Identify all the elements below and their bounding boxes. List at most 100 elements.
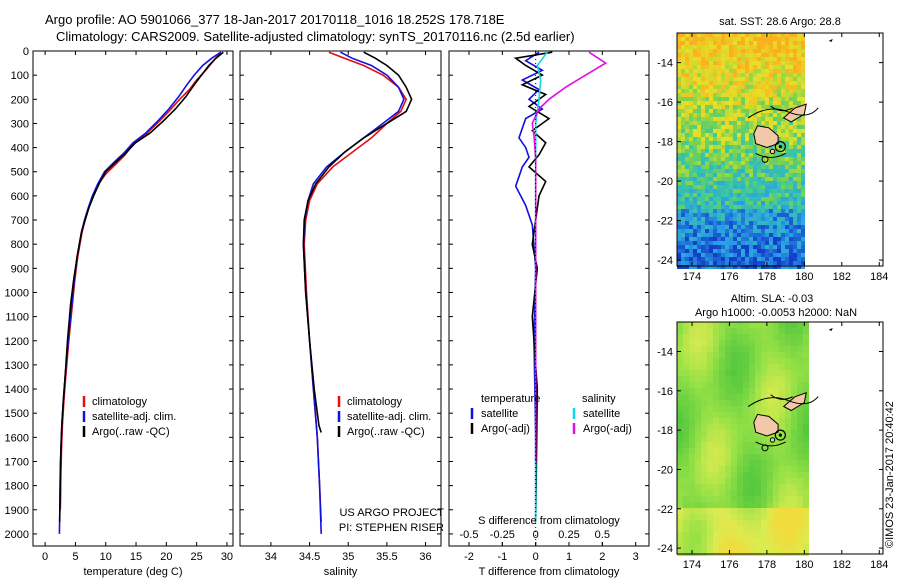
y-tick-label: 400 [11, 143, 29, 155]
y-tick-label: 1700 [5, 456, 29, 468]
x2-axis-label: S difference from climatology [478, 515, 620, 527]
map-frame [676, 32, 884, 267]
series-line-0 [514, 51, 545, 522]
x-tick-label: 182 [833, 559, 851, 571]
x-tick-label: 5 [72, 551, 78, 563]
x-tick-label: 178 [758, 559, 776, 571]
x-tick-label: 176 [720, 271, 738, 283]
legend-entry: Argo(-adj) [583, 423, 632, 435]
x-tick-label: 20 [160, 551, 172, 563]
legend-entry: climatology [347, 396, 403, 408]
sla-map-panel: Altim. SLA: -0.03 Argo h1000: -0.0053 h20… [657, 293, 888, 571]
x-tick-label: 25 [191, 551, 203, 563]
x2-tick-label: 0 [533, 529, 539, 541]
x-tick-label: 184 [870, 559, 888, 571]
legend-entry: satellite-adj. clim. [347, 411, 431, 423]
plot-frame [239, 50, 442, 547]
x-tick-label: 34 [265, 551, 277, 563]
x-tick-label: 3 [633, 551, 639, 563]
y-tick-label: 700 [11, 215, 29, 227]
x-axis-label: temperature (deg C) [83, 566, 182, 578]
profile-marker [774, 140, 786, 153]
legend-title-temperature: temperature [481, 393, 540, 405]
y-tick-label: -14 [657, 58, 673, 70]
sst-field [677, 33, 805, 269]
y-tick-label: -20 [657, 464, 673, 476]
legend-entry: Argo(-adj) [481, 423, 530, 435]
y-tick-label: 800 [11, 239, 29, 251]
x-axis-label: T difference from climatology [479, 566, 620, 578]
island-outlines [747, 327, 833, 452]
series-line-1 [302, 51, 405, 534]
y-tick-label: -20 [657, 176, 673, 188]
y-tick-label: 1900 [5, 505, 29, 517]
footer-credit: ©IMOS 23-Jan-2017 20:40:42 [884, 401, 896, 548]
y-tick-label: 0 [23, 46, 29, 58]
y-tick-label: 1400 [5, 384, 29, 396]
profile-marker-dot [778, 144, 782, 149]
legend-entry: climatology [92, 396, 148, 408]
y-tick-label: -18 [657, 425, 673, 437]
series-line-0 [59, 51, 222, 510]
map-frame [676, 321, 884, 555]
x-tick-label: 36 [419, 551, 431, 563]
y-tick-label: -24 [657, 255, 673, 267]
y-tick-label: -16 [657, 97, 673, 109]
x-tick-label: 176 [720, 559, 738, 571]
annotation-project: US ARGO PROJECT [339, 507, 444, 519]
y-tick-label: 1800 [5, 481, 29, 493]
series-line-1 [58, 51, 222, 534]
x-tick-label: 180 [795, 559, 813, 571]
x-tick-label: 34.5 [299, 551, 320, 563]
x2-tick-label: -0.5 [460, 529, 479, 541]
x-tick-label: 174 [683, 559, 701, 571]
header-line1: Argo profile: AO 5901066_377 18-Jan-2017… [45, 12, 505, 27]
x-tick-label: 184 [870, 271, 888, 283]
x-tick-label: 178 [758, 271, 776, 283]
map-title: Altim. SLA: -0.03 [731, 293, 814, 305]
x-tick-label: 182 [833, 271, 851, 283]
y-tick-label: -14 [657, 346, 673, 358]
island-outlines [747, 38, 833, 163]
y-tick-label: 500 [11, 167, 29, 179]
x-tick-label: 0 [42, 551, 48, 563]
y-tick-label: 100 [11, 70, 29, 82]
x-tick-label: 1 [566, 551, 572, 563]
x2-tick-label: -0.25 [490, 529, 515, 541]
legend-entry: Argo(..raw -QC) [92, 426, 170, 438]
y-tick-label: 900 [11, 263, 29, 275]
x-tick-label: 10 [100, 551, 112, 563]
temperature-panel: 0100200300400500600700800900100011001200… [5, 46, 234, 578]
x-tick-label: 35 [342, 551, 354, 563]
x-tick-label: 180 [795, 271, 813, 283]
legend-title-salinity: salinity [582, 393, 616, 405]
series-line-2 [534, 51, 548, 522]
y-tick-label: 200 [11, 94, 29, 106]
y-tick-label: 1200 [5, 336, 29, 348]
x2-tick-label: 0.5 [595, 529, 610, 541]
legend-entry: Argo(..raw -QC) [347, 426, 425, 438]
y-tick-label: -18 [657, 137, 673, 149]
y-tick-label: -22 [657, 504, 673, 516]
x-tick-label: 0 [533, 551, 539, 563]
series-line-2 [302, 51, 413, 433]
y-tick-label: 1000 [5, 287, 29, 299]
salinity-panel: 34 34.5 35 35.5 36 salinity climatology satelli… [239, 50, 442, 578]
x-tick-label: 30 [221, 551, 233, 563]
map-title: sat. SST: 28.6 Argo: 28.8 [719, 16, 841, 28]
plot-frame [32, 50, 234, 547]
x2-tick-label: 0.25 [558, 529, 579, 541]
legend-entry: satellite-adj. clim. [92, 411, 176, 423]
sst-map-panel: sat. SST: 28.6 Argo: 28.8 174 176 178 180 182… [657, 16, 888, 283]
y-tick-label: 1500 [5, 408, 29, 420]
annotation-pi: PI: STEPHEN RISER [339, 522, 444, 534]
series-line-0 [303, 51, 408, 522]
header-line2: Climatology: CARS2009. Satellite-adjuste… [56, 29, 575, 44]
y-tick-label: 1300 [5, 360, 29, 372]
y-tick-label: -22 [657, 216, 673, 228]
y-tick-label: 2000 [5, 529, 29, 541]
y-tick-label: 1600 [5, 432, 29, 444]
y-tick-label: 300 [11, 118, 29, 130]
y-tick-label: 600 [11, 191, 29, 203]
